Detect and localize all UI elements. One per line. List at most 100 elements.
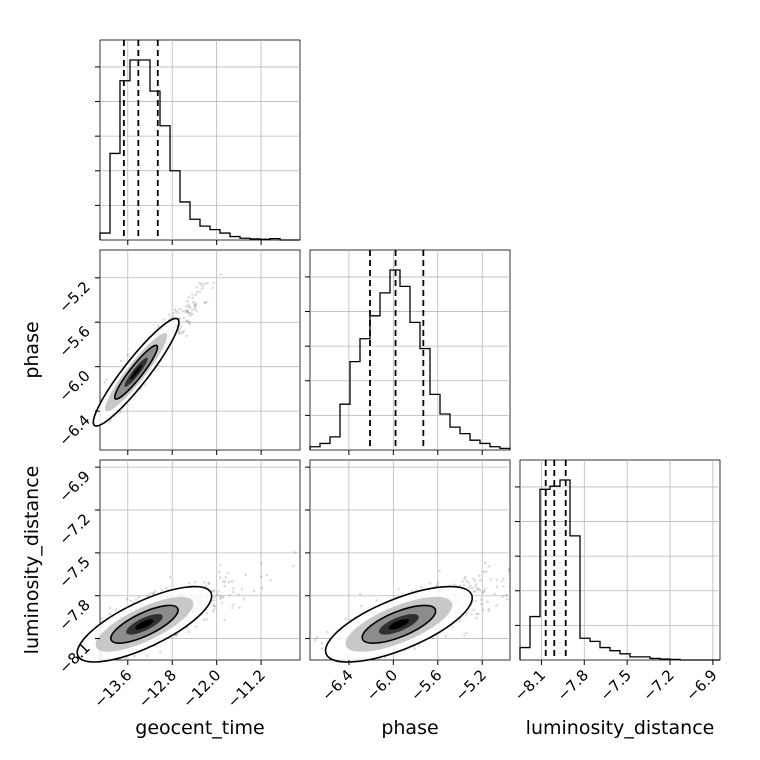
scatter-point: [213, 605, 217, 608]
scatter-point: [188, 320, 191, 324]
scatter-point: [227, 572, 230, 575]
x-tick-label: −5.2: [452, 666, 490, 704]
scatter-point: [191, 308, 194, 312]
scatter-point: [223, 584, 226, 588]
scatter-point: [171, 315, 175, 319]
scatter-point: [238, 606, 241, 609]
scatter-point: [315, 636, 319, 639]
x-tick-label: −13.6: [90, 666, 135, 711]
scatter-point: [181, 309, 184, 313]
scatter-point: [487, 607, 491, 611]
scatter-point: [89, 434, 92, 437]
scatter-point: [313, 639, 317, 642]
scatter-point: [482, 608, 485, 612]
scatter-point: [475, 616, 478, 620]
scatter-point: [326, 630, 329, 634]
scatter-point: [45, 688, 48, 691]
scatter-point: [53, 682, 56, 685]
scatter-point: [484, 570, 488, 573]
scatter-point: [182, 329, 186, 333]
scatter-point: [218, 597, 222, 601]
scatter-point: [198, 281, 201, 285]
scatter-point: [108, 612, 112, 616]
panels-layer: −8.1 −7.8 −7.5 −7.2 −6.9−6.4−6.0−5.6−5.2−13.…: [45, 39, 721, 711]
scatter-point: [81, 436, 84, 439]
scatter-point: [185, 305, 188, 308]
scatter-point: [168, 575, 172, 579]
scatter-point: [507, 567, 510, 571]
scatter-point: [190, 293, 194, 296]
x-tick-label: −7.8: [554, 666, 592, 704]
scatter-point: [195, 290, 199, 294]
scatter-point: [108, 420, 111, 424]
scatter-point: [480, 602, 483, 606]
x-tick-label: −7.2: [639, 666, 677, 704]
scatter-point: [167, 313, 171, 316]
scatter-point: [470, 612, 473, 616]
scatter-point: [160, 588, 164, 592]
scatter-point: [228, 593, 232, 597]
panel-hist-phase: [305, 249, 511, 455]
scatter-point: [465, 612, 469, 615]
scatter-point: [417, 644, 421, 647]
scatter-point: [359, 668, 362, 671]
scatter-point: [174, 309, 178, 313]
scatter-point: [216, 593, 219, 596]
scatter-point: [203, 580, 206, 584]
scatter-point: [207, 581, 210, 585]
scatter-point: [212, 604, 216, 608]
scatter-point: [162, 318, 166, 321]
scatter-point: [187, 311, 191, 315]
scatter-point: [137, 595, 140, 599]
panel-hist-luminosity_distance: −8.1 −7.8 −7.5 −7.2 −6.9: [511, 459, 721, 705]
scatter-point: [477, 574, 481, 577]
scatter-point: [212, 281, 215, 285]
scatter-point: [185, 311, 189, 314]
scatter-point: [514, 562, 517, 565]
scatter-point: [224, 575, 228, 579]
scatter-point: [188, 314, 192, 318]
scatter-point: [260, 586, 264, 589]
scatter-point: [172, 311, 176, 315]
scatter-point: [464, 575, 467, 579]
scatter-point: [436, 584, 439, 588]
scatter-point: [220, 596, 223, 599]
scatter-point: [178, 332, 181, 336]
scatter-point: [211, 602, 215, 606]
scatter-point: [201, 284, 205, 288]
scatter-point: [203, 301, 207, 304]
scatter-point: [65, 647, 68, 650]
scatter-point: [478, 589, 482, 592]
scatter-point: [173, 634, 177, 637]
xlabel-geocent-time: geocent_time: [135, 717, 264, 739]
scatter-point: [205, 617, 208, 621]
scatter-point: [210, 589, 214, 593]
scatter-point: [428, 582, 432, 585]
scatter-point: [486, 600, 489, 604]
scatter-point: [205, 611, 209, 615]
y-tick-label: −6.9: [55, 467, 93, 505]
scatter-point: [100, 616, 103, 620]
scatter-point: [213, 596, 216, 599]
scatter-point: [524, 583, 527, 586]
scatter-point: [397, 588, 400, 591]
x-tick-label: −5.6: [407, 666, 445, 704]
scatter-point: [467, 581, 470, 584]
scatter-point: [312, 659, 316, 660]
scatter-point: [185, 334, 188, 338]
scatter-point: [473, 579, 477, 583]
panel-frame: [309, 249, 511, 451]
scatter-point: [195, 302, 199, 306]
scatter-point: [134, 598, 138, 601]
scatter-point: [480, 591, 484, 595]
scatter-point: [179, 331, 182, 335]
y-tick-label: −7.8: [55, 596, 93, 634]
scatter-point: [203, 301, 207, 305]
scatter-point: [413, 647, 417, 650]
panel-hist-geocent_time: [95, 39, 301, 245]
scatter-point: [505, 593, 508, 597]
scatter-point: [193, 304, 197, 308]
scatter-point: [231, 590, 235, 594]
x-tick-label: −6.4: [318, 666, 356, 704]
scatter-point: [85, 664, 88, 667]
